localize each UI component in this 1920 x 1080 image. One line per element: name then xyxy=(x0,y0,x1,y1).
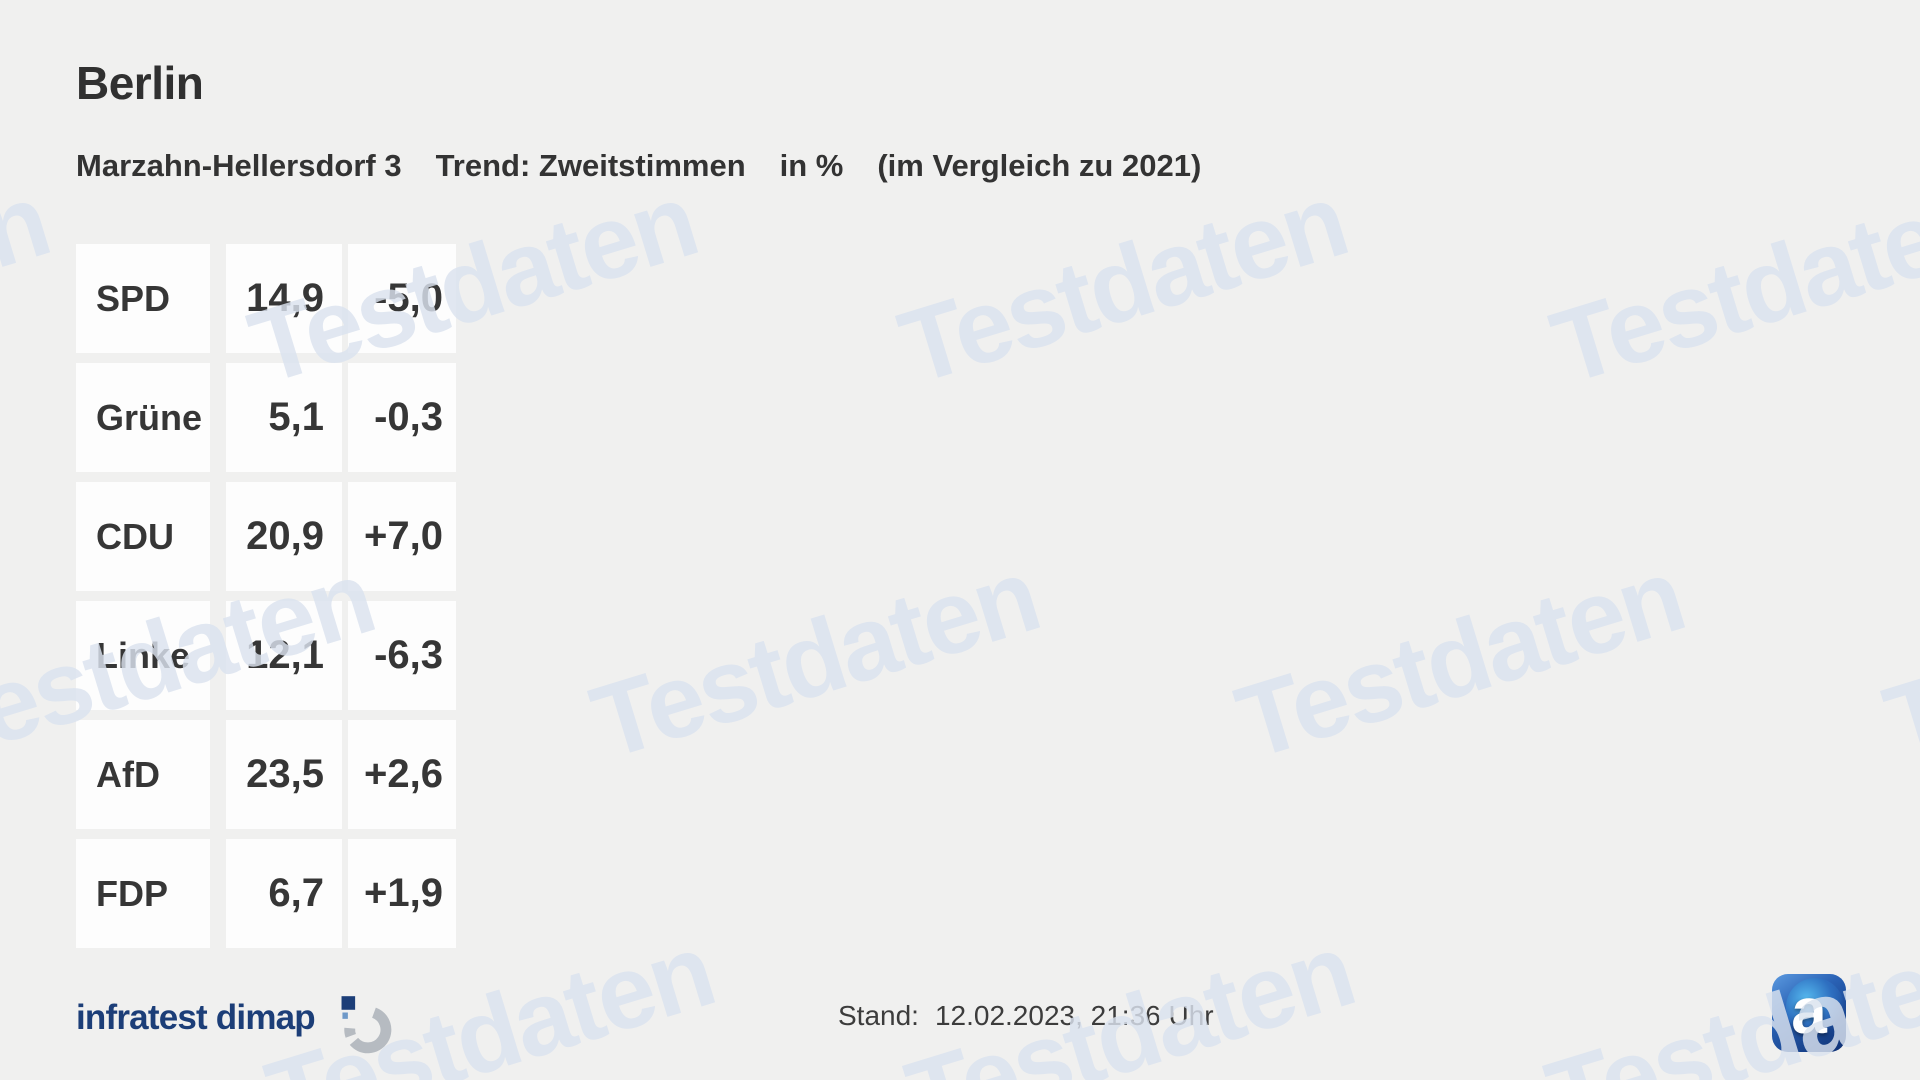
trend-value: -0,3 xyxy=(348,363,456,472)
broadcaster-logo: a xyxy=(1772,974,1846,1052)
watermark-text: Testdaten xyxy=(579,537,1051,782)
trend-value: +1,9 xyxy=(348,839,456,948)
trend-value: -5,0 xyxy=(348,244,456,353)
watermark-text: Testdaten xyxy=(887,162,1359,407)
watermark-text: Testdaten xyxy=(1872,537,1920,782)
table-row: FDP 6,7 +1,9 xyxy=(76,839,456,948)
watermark-text: Testdaten xyxy=(0,162,61,407)
infratest-dimap-icon xyxy=(341,996,392,1054)
percent-value: 6,7 xyxy=(226,839,342,948)
percent-value: 5,1 xyxy=(226,363,342,472)
trend-value: -6,3 xyxy=(348,601,456,710)
results-table: SPD 14,9 -5,0 Grüne 5,1 -0,3 CDU 20,9 +7… xyxy=(76,244,456,958)
party-label: Linke xyxy=(76,601,210,710)
party-label: AfD xyxy=(76,720,210,829)
stand-value: 12.02.2023, 21:36 Uhr xyxy=(934,1000,1214,1031)
party-label: CDU xyxy=(76,482,210,591)
trend-value: +2,6 xyxy=(348,720,456,829)
source-logo: infratest dimap xyxy=(76,994,395,1060)
subtitle-trend: Trend: Zweitstimmen xyxy=(435,148,746,183)
percent-value: 23,5 xyxy=(226,720,342,829)
party-label: Grüne xyxy=(76,363,210,472)
table-row: AfD 23,5 +2,6 xyxy=(76,720,456,829)
table-row: Linke 12,1 -6,3 xyxy=(76,601,456,710)
broadcaster-letter: a xyxy=(1791,975,1827,1047)
page-title: Berlin xyxy=(76,57,204,109)
subtitle: Marzahn-Hellersdorf 3 Trend: Zweitstimme… xyxy=(76,148,1201,184)
table-row: CDU 20,9 +7,0 xyxy=(76,482,456,591)
watermark-text: Testdaten xyxy=(1224,537,1696,782)
globe-icon xyxy=(1786,978,1844,1036)
watermark-text: Testdaten xyxy=(1539,162,1920,407)
source-logo-text: infratest dimap xyxy=(76,998,316,1037)
stand-label: Stand: xyxy=(838,1000,919,1031)
percent-value: 12,1 xyxy=(226,601,342,710)
party-label: FDP xyxy=(76,839,210,948)
table-row: Grüne 5,1 -0,3 xyxy=(76,363,456,472)
subtitle-unit: in % xyxy=(779,148,844,183)
watermark-text: Testdaten xyxy=(1534,912,1920,1080)
party-label: SPD xyxy=(76,244,210,353)
watermark-text: Testdaten xyxy=(894,912,1366,1080)
trend-value: +7,0 xyxy=(348,482,456,591)
subtitle-district: Marzahn-Hellersdorf 3 xyxy=(76,148,402,183)
subtitle-comparison: (im Vergleich zu 2021) xyxy=(877,148,1202,183)
table-row: SPD 14,9 -5,0 xyxy=(76,244,456,353)
percent-value: 14,9 xyxy=(226,244,342,353)
status-line: Stand: 12.02.2023, 21:36 Uhr xyxy=(838,1000,1214,1032)
percent-value: 20,9 xyxy=(226,482,342,591)
